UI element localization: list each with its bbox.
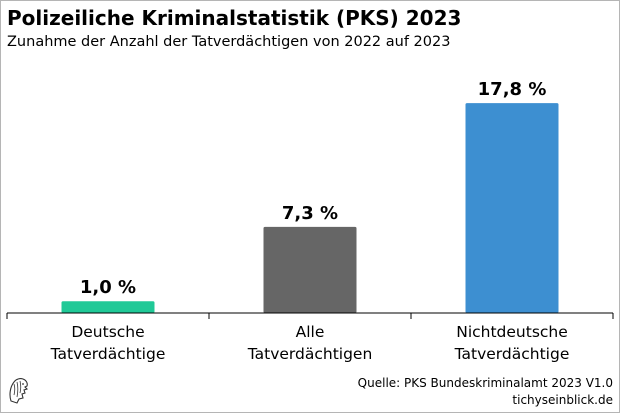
category-label-2: Alle Tatverdächtigen	[247, 323, 373, 363]
source-site: tichyseinblick.de	[512, 393, 613, 407]
chart-subtitle: Zunahme der Anzahl der Tatverdächtigen v…	[7, 34, 451, 50]
bar-2	[263, 226, 357, 313]
bar-3	[465, 103, 559, 313]
category-label-3: Nichtdeutsche Tatverdächtige	[454, 323, 570, 363]
value-label-2: 7,3 %	[282, 203, 338, 224]
source-text: Quelle: PKS Bundeskriminalamt 2023 V1.0	[357, 376, 613, 390]
value-label-3: 17,8 %	[478, 79, 547, 100]
category-label-1: Deutsche Tatverdächtige	[50, 323, 166, 363]
value-label-1: 1,0 %	[80, 277, 136, 298]
chart-title: Polizeiliche Kriminalstatistik (PKS) 202…	[7, 6, 462, 30]
bar-1	[61, 301, 155, 313]
source-note: Quelle: PKS Bundeskriminalamt 2023 V1.0 …	[358, 375, 613, 409]
lion-head-logo-icon	[9, 378, 29, 404]
